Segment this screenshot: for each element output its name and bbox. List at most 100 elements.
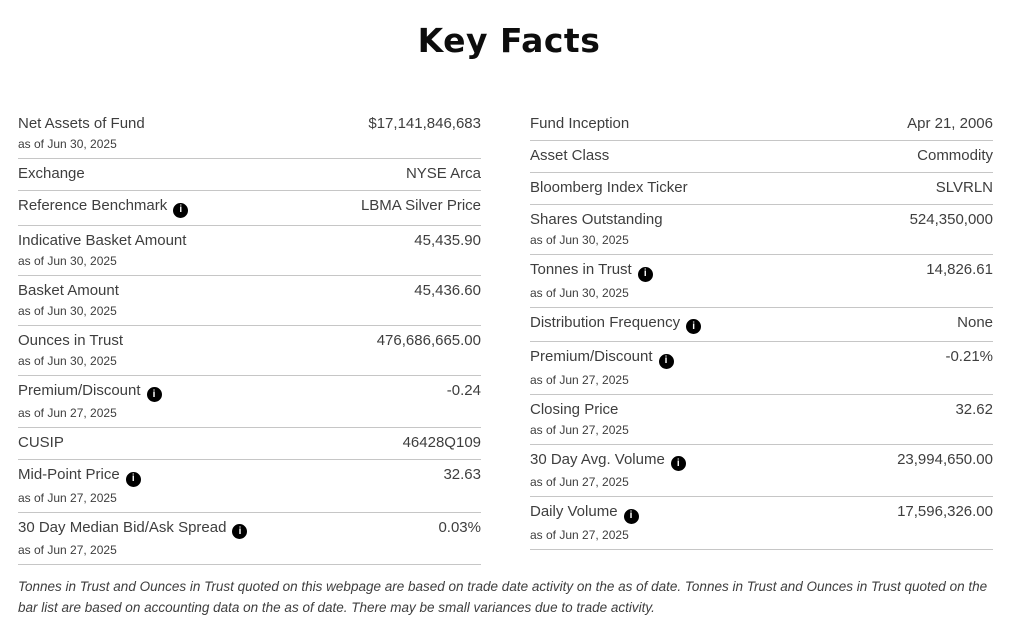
fact-label-line: Mid-Point Price i [18, 466, 141, 487]
fact-label: Net Assets of Fund [18, 115, 145, 132]
fact-value: None [957, 313, 993, 331]
fact-label-line: Tonnes in Trust i [530, 261, 653, 282]
fact-label-line: Daily Volume i [530, 503, 639, 524]
page-title: Key Facts [417, 21, 601, 60]
fact-as-of-date: as of Jun 27, 2025 [530, 527, 629, 542]
fact-value: 23,994,650.00 [897, 450, 993, 468]
info-icon[interactable]: i [658, 353, 674, 369]
fact-value: 17,596,326.00 [897, 503, 993, 520]
fact-label-group: Reference Benchmark i [18, 197, 189, 218]
fact-label-group: Ounces in Trust as of Jun 30, 2025 [18, 332, 123, 368]
info-icon[interactable]: i [637, 266, 653, 282]
fact-label: Shares Outstanding [530, 211, 663, 228]
info-icon[interactable]: i [146, 387, 162, 402]
fact-label-group: Premium/Discount i as of Jun 27, 2025 [18, 381, 162, 420]
fact-row: Tonnes in Trust i as of Jun 30, 2025 14,826… [530, 255, 993, 308]
fact-value: -0.21% [945, 348, 993, 365]
fact-row: CUSIP 46428Q109 [18, 428, 481, 460]
fact-label: 30 Day Avg. Volume [530, 450, 665, 468]
fact-label: Indicative Basket Amount [18, 231, 187, 249]
fact-label-group: Fund Inception [530, 115, 629, 133]
fact-row: Daily Volume i as of Jun 27, 2025 17,596,32… [530, 497, 993, 550]
fact-label-group: Distribution Frequency i [530, 313, 702, 334]
fact-row: Ounces in Trust as of Jun 30, 2025 476,686… [18, 326, 481, 376]
info-icon[interactable]: i [125, 471, 141, 487]
fact-row: Reference Benchmark i LBMA Silver Price [18, 191, 481, 226]
fact-label-line: CUSIP [18, 434, 64, 452]
fact-label-group: Tonnes in Trust i as of Jun 30, 2025 [530, 261, 653, 300]
fact-label-group: Bloomberg Index Ticker [530, 179, 688, 197]
fact-value: 0.03% [438, 518, 481, 536]
fact-as-of-date: as of Jun 27, 2025 [530, 475, 629, 489]
fact-as-of-date: as of Jun 30, 2025 [18, 137, 117, 151]
fact-value: 32.63 [443, 466, 481, 483]
fact-label-group: Asset Class [530, 147, 609, 165]
fact-label: Bloomberg Index Ticker [530, 179, 688, 196]
fact-label: Distribution Frequency [530, 313, 681, 331]
key-facts-table: Net Assets of Fund as of Jun 30, 2025 $17,… [18, 109, 993, 565]
fact-value: 46428Q109 [402, 434, 481, 451]
fact-value: 524,350,000 [909, 211, 993, 228]
fact-value: NYSE Arca [405, 165, 481, 182]
fact-label-line: Indicative Basket Amount [18, 232, 186, 250]
fact-as-of-date: as of Jun 30, 2025 [18, 303, 117, 318]
fact-label-line: Closing Price [530, 401, 629, 419]
fact-as-of-date: as of Jun 30, 2025 [18, 353, 117, 368]
fact-label-line: 30 Day Median Bid/Ask Spread i [18, 518, 248, 539]
fact-label-group: 30 Day Avg. Volume i as of Jun 27, 2025 [530, 450, 686, 489]
fact-label: Premium/Discount [18, 381, 141, 399]
fact-label: Basket Amount [18, 281, 119, 299]
fact-row: Basket Amount as of Jun 30, 2025 45,436.60 [18, 276, 481, 326]
fact-row: Asset Class Commodity [530, 141, 993, 173]
fact-as-of-date: as of Jun 27, 2025 [530, 372, 629, 387]
fact-row: Indicative Basket Amount as of Jun 30, 20… [18, 226, 481, 276]
fact-row: Fund Inception Apr 21, 2006 [530, 109, 993, 141]
fact-label: Premium/Discount [530, 348, 653, 365]
fact-label-group: Net Assets of Fund as of Jun 30, 2025 [18, 115, 145, 151]
fact-label-line: 30 Day Avg. Volume i [530, 450, 686, 471]
fact-label-group: Indicative Basket Amount as of Jun 30, 20… [18, 232, 186, 268]
fact-label-line: Premium/Discount i [18, 381, 162, 402]
fact-row: Premium/Discount i as of Jun 27, 2025 -0.24 [18, 376, 481, 428]
key-facts-right-column: Fund Inception Apr 21, 2006 Asset Class Com… [530, 109, 993, 565]
fact-value: 14,826.61 [926, 261, 993, 278]
fact-label: Tonnes in Trust [530, 261, 632, 278]
fact-label-line: Distribution Frequency i [530, 313, 702, 334]
fact-value: -0.24 [446, 381, 481, 399]
fact-label-line: Premium/Discount i [530, 348, 674, 369]
info-icon[interactable]: i [670, 456, 686, 471]
fact-value: 45,436.60 [414, 281, 481, 299]
fact-label-group: 30 Day Median Bid/Ask Spread i as of Jun 2… [18, 518, 248, 557]
fact-label: Ounces in Trust [18, 331, 124, 349]
fact-label-group: Closing Price as of Jun 27, 2025 [530, 401, 629, 437]
fact-label: Closing Price [530, 400, 619, 418]
fact-row: 30 Day Avg. Volume i as of Jun 27, 2025 23,… [530, 445, 993, 497]
fact-label: Daily Volume [530, 503, 618, 520]
fact-label-line: Fund Inception [530, 115, 629, 133]
info-icon[interactable]: i [173, 202, 189, 218]
fact-label: Reference Benchmark [18, 197, 168, 214]
fact-label-group: Shares Outstanding as of Jun 30, 2025 [530, 211, 663, 247]
fact-label-group: Daily Volume i as of Jun 27, 2025 [530, 503, 639, 542]
fact-value: SLVRLN [935, 179, 993, 196]
fact-row: 30 Day Median Bid/Ask Spread i as of Jun 2… [18, 513, 481, 565]
info-icon[interactable]: i [232, 524, 248, 539]
fact-row: Distribution Frequency i None [530, 308, 993, 342]
fact-label-line: Net Assets of Fund [18, 115, 145, 133]
fact-row: Net Assets of Fund as of Jun 30, 2025 $17,… [18, 109, 481, 159]
info-icon[interactable]: i [686, 319, 702, 334]
fact-label-line: Bloomberg Index Ticker [530, 179, 688, 197]
fact-as-of-date: as of Jun 27, 2025 [530, 422, 629, 437]
fact-value: Commodity [917, 147, 993, 164]
fact-row: Premium/Discount i as of Jun 27, 2025 -0.21… [530, 342, 993, 395]
fact-value: $17,141,846,683 [368, 115, 481, 132]
fact-row: Exchange NYSE Arca [18, 159, 481, 191]
info-icon[interactable]: i [623, 508, 639, 524]
fact-label-line: Asset Class [530, 147, 609, 165]
fact-as-of-date: as of Jun 27, 2025 [18, 406, 117, 420]
fact-row: Shares Outstanding as of Jun 30, 2025 524,… [530, 205, 993, 255]
fact-label: Exchange [18, 165, 85, 182]
fact-value: LBMA Silver Price [360, 197, 481, 214]
fact-label: 30 Day Median Bid/Ask Spread [18, 518, 227, 536]
fact-label-line: Ounces in Trust [18, 332, 123, 350]
